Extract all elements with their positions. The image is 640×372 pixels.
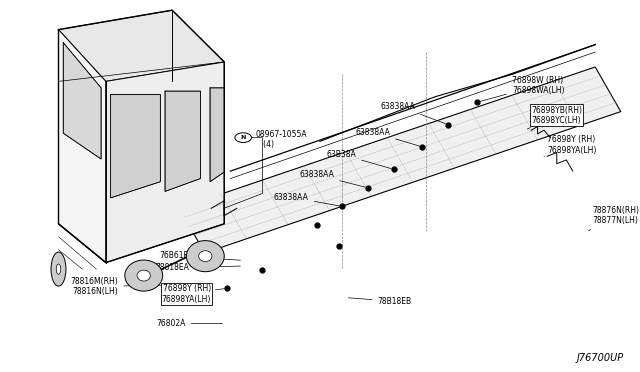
- Text: 63B38A: 63B38A: [326, 150, 391, 169]
- Text: 76898Y (RH)
76898YA(LH): 76898Y (RH) 76898YA(LH): [544, 135, 596, 156]
- Text: 76B61E: 76B61E: [159, 251, 241, 260]
- Polygon shape: [58, 30, 106, 263]
- Text: J76700UP: J76700UP: [577, 353, 624, 363]
- Ellipse shape: [137, 270, 150, 281]
- Polygon shape: [165, 91, 200, 192]
- Text: 78818EA: 78818EA: [155, 263, 241, 272]
- Text: 08967-1055A
   (4): 08967-1055A (4): [256, 130, 308, 149]
- Polygon shape: [106, 62, 224, 263]
- Text: 63838AA: 63838AA: [274, 193, 340, 206]
- Text: 76898YB(RH)
76898YC(LH): 76898YB(RH) 76898YC(LH): [527, 106, 582, 129]
- Polygon shape: [58, 10, 224, 81]
- Circle shape: [235, 133, 252, 142]
- Text: 63838AA: 63838AA: [355, 128, 420, 146]
- Polygon shape: [63, 42, 101, 159]
- Ellipse shape: [186, 241, 224, 272]
- Text: N: N: [241, 135, 246, 140]
- Ellipse shape: [125, 260, 163, 291]
- Text: 63838AA: 63838AA: [300, 170, 365, 187]
- Ellipse shape: [198, 251, 212, 262]
- Text: 76898W (RH)
76898WA(LH): 76898W (RH) 76898WA(LH): [479, 76, 564, 102]
- Ellipse shape: [56, 264, 61, 274]
- Text: 78816M(RH)
78816N(LH): 78816M(RH) 78816N(LH): [70, 277, 196, 296]
- Text: 78876N(RH)
78877N(LH): 78876N(RH) 78877N(LH): [589, 206, 639, 231]
- Polygon shape: [210, 88, 224, 182]
- Text: 76802A: 76802A: [156, 319, 223, 328]
- Polygon shape: [111, 94, 160, 198]
- Text: 78B18EB: 78B18EB: [348, 297, 412, 306]
- Polygon shape: [179, 67, 621, 253]
- Ellipse shape: [51, 252, 66, 286]
- Text: 63838AA: 63838AA: [381, 102, 445, 124]
- Text: 76898Y (RH)
76898YA(LH): 76898Y (RH) 76898YA(LH): [162, 284, 225, 304]
